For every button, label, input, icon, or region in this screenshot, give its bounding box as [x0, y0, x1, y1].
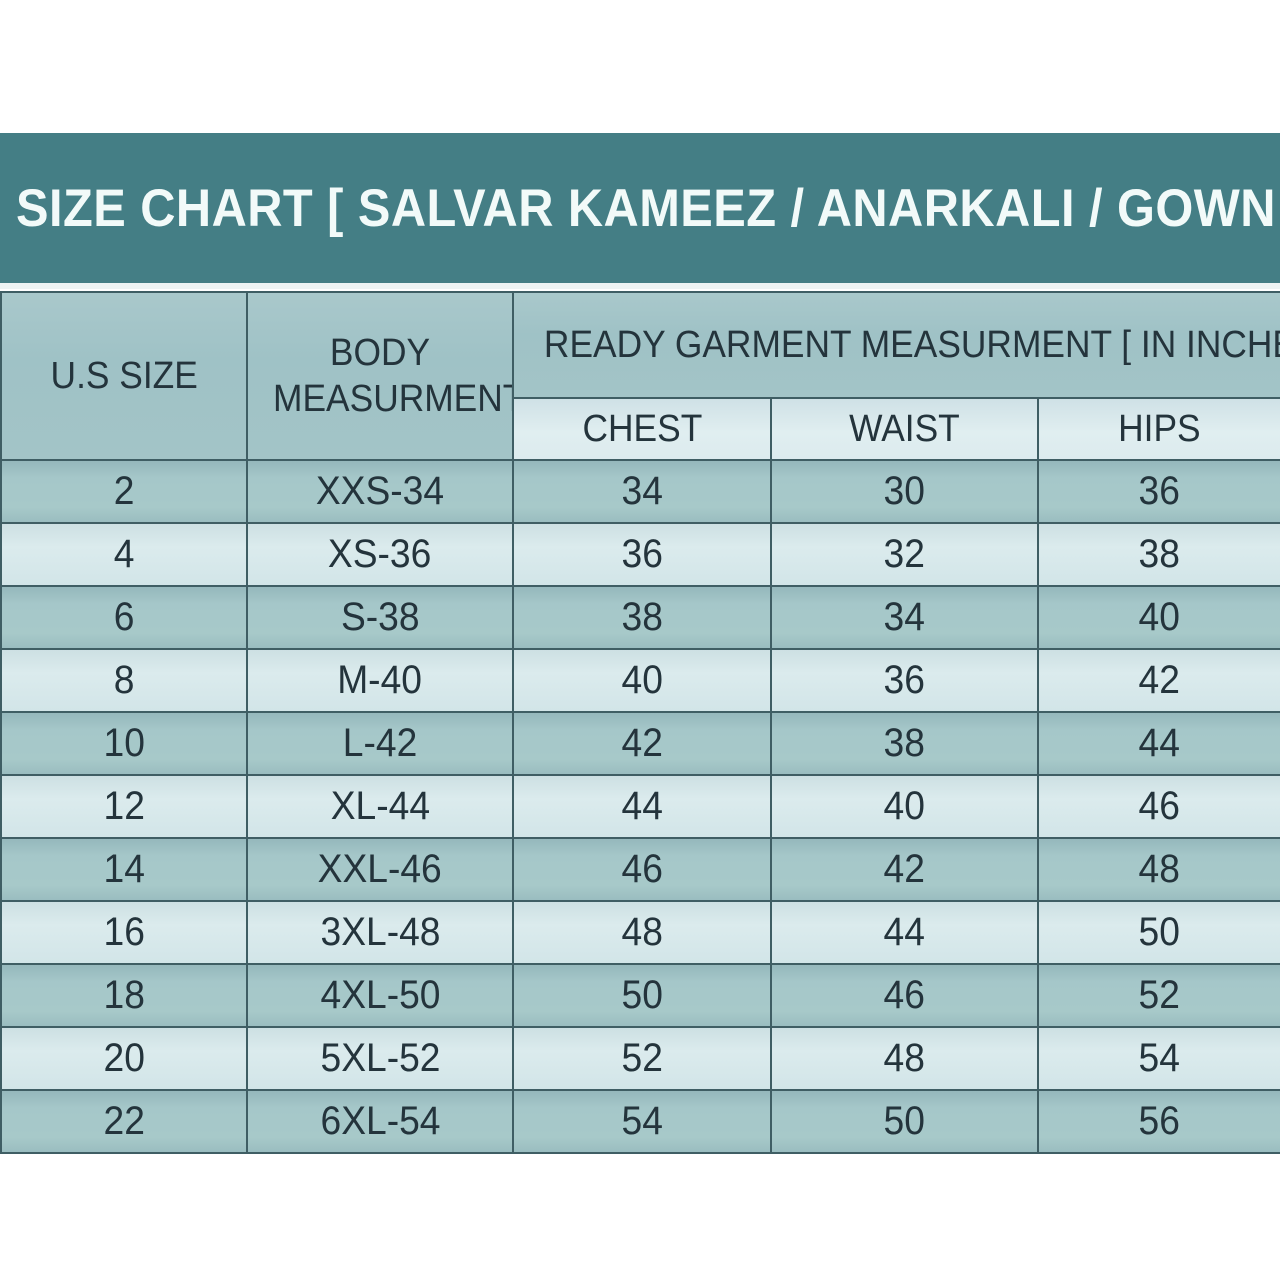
table-row: 14 XXL-46 46 42 48 [0, 837, 1280, 902]
header-chest: CHEST [512, 397, 772, 461]
cell-us-size: 10 [0, 711, 248, 776]
cell-hips: 46 [1036, 774, 1280, 839]
table-row: 2 XXS-34 34 30 36 [0, 459, 1280, 524]
cell-body-measurement: 3XL-48 [246, 900, 514, 965]
cell-body-measurement: XXL-46 [246, 837, 514, 902]
cell-us-size: 12 [0, 774, 248, 839]
cell-chest: 42 [512, 711, 772, 776]
header-waist: WAIST [770, 397, 1039, 461]
cell-us-size: 22 [0, 1089, 248, 1154]
cell-body-measurement: L-42 [246, 711, 514, 776]
table-row: 16 3XL-48 48 44 50 [0, 900, 1280, 965]
table-row: 10 L-42 42 38 44 [0, 711, 1280, 776]
cell-body-measurement: XXS-34 [246, 459, 514, 524]
header-body-measurement: BODY MEASURMENT [246, 291, 514, 461]
table-row: 18 4XL-50 50 46 52 [0, 963, 1280, 1028]
header-chest-label: CHEST [582, 407, 702, 450]
cell-us-size: 8 [0, 648, 248, 713]
header-hips-label: HIPS [1118, 407, 1201, 450]
cell-body-measurement: 5XL-52 [246, 1026, 514, 1091]
cell-body-measurement: 4XL-50 [246, 963, 514, 1028]
header-ready-garment-label: READY GARMENT MEASURMENT [ IN INCHES ] [543, 323, 1280, 366]
header-us-size-label: U.S SIZE [50, 354, 198, 397]
table-row: 8 M-40 40 36 42 [0, 648, 1280, 713]
cell-body-measurement: S-38 [246, 585, 514, 650]
header-hips: HIPS [1036, 397, 1280, 461]
cell-us-size: 14 [0, 837, 248, 902]
cell-waist: 44 [770, 900, 1039, 965]
cell-body-measurement: M-40 [246, 648, 514, 713]
cell-us-size: 6 [0, 585, 248, 650]
cell-chest: 34 [512, 459, 772, 524]
cell-chest: 50 [512, 963, 772, 1028]
header-us-size: U.S SIZE [0, 291, 248, 461]
header-ready-garment: READY GARMENT MEASURMENT [ IN INCHES ] [511, 291, 1280, 399]
cell-chest: 38 [512, 585, 772, 650]
cell-us-size: 4 [0, 522, 248, 587]
cell-chest: 48 [512, 900, 772, 965]
cell-hips: 48 [1036, 837, 1280, 902]
cell-us-size: 20 [0, 1026, 248, 1091]
header-row-main: U.S SIZE BODY MEASURMENT READY GARMENT M… [0, 291, 1280, 461]
table-row: 20 5XL-52 52 48 54 [0, 1026, 1280, 1091]
cell-hips: 38 [1036, 522, 1280, 587]
cell-body-measurement: XS-36 [246, 522, 514, 587]
cell-us-size: 16 [0, 900, 248, 965]
cell-waist: 42 [770, 837, 1039, 902]
table-row: 22 6XL-54 54 50 56 [0, 1089, 1280, 1154]
cell-waist: 48 [770, 1026, 1039, 1091]
cell-hips: 56 [1036, 1089, 1280, 1154]
cell-body-measurement: 6XL-54 [246, 1089, 514, 1154]
cell-waist: 38 [770, 711, 1039, 776]
cell-waist: 50 [770, 1089, 1039, 1154]
size-chart-table: U.S SIZE BODY MEASURMENT READY GARMENT M… [0, 291, 1280, 1154]
table-row: 6 S-38 38 34 40 [0, 585, 1280, 650]
cell-hips: 50 [1036, 900, 1280, 965]
cell-waist: 36 [770, 648, 1039, 713]
cell-hips: 36 [1036, 459, 1280, 524]
cell-waist: 46 [770, 963, 1039, 1028]
cell-chest: 46 [512, 837, 772, 902]
cell-chest: 52 [512, 1026, 772, 1091]
cell-waist: 30 [770, 459, 1039, 524]
cell-hips: 42 [1036, 648, 1280, 713]
cell-chest: 36 [512, 522, 772, 587]
size-chart-body: 2 XXS-34 34 30 36 4 XS-36 36 32 38 6 S-3… [0, 459, 1280, 1154]
cell-waist: 40 [770, 774, 1039, 839]
table-row: 4 XS-36 36 32 38 [0, 522, 1280, 587]
cell-waist: 32 [770, 522, 1039, 587]
header-waist-label: WAIST [849, 407, 960, 450]
cell-us-size: 2 [0, 459, 248, 524]
cell-hips: 44 [1036, 711, 1280, 776]
page-title: SIZE CHART [ SALVAR KAMEEZ / ANARKALI / … [16, 178, 1280, 238]
cell-waist: 34 [770, 585, 1039, 650]
cell-body-measurement: XL-44 [246, 774, 514, 839]
cell-chest: 44 [512, 774, 772, 839]
cell-chest: 40 [512, 648, 772, 713]
cell-hips: 40 [1036, 585, 1280, 650]
title-banner: SIZE CHART [ SALVAR KAMEEZ / ANARKALI / … [0, 133, 1280, 289]
header-body-measurement-label: BODY MEASURMENT [273, 331, 513, 420]
cell-chest: 54 [512, 1089, 772, 1154]
table-row: 12 XL-44 44 40 46 [0, 774, 1280, 839]
header-row-sub: CHEST WAIST HIPS [1, 397, 1280, 461]
cell-hips: 52 [1036, 963, 1280, 1028]
cell-us-size: 18 [0, 963, 248, 1028]
cell-hips: 54 [1036, 1026, 1280, 1091]
